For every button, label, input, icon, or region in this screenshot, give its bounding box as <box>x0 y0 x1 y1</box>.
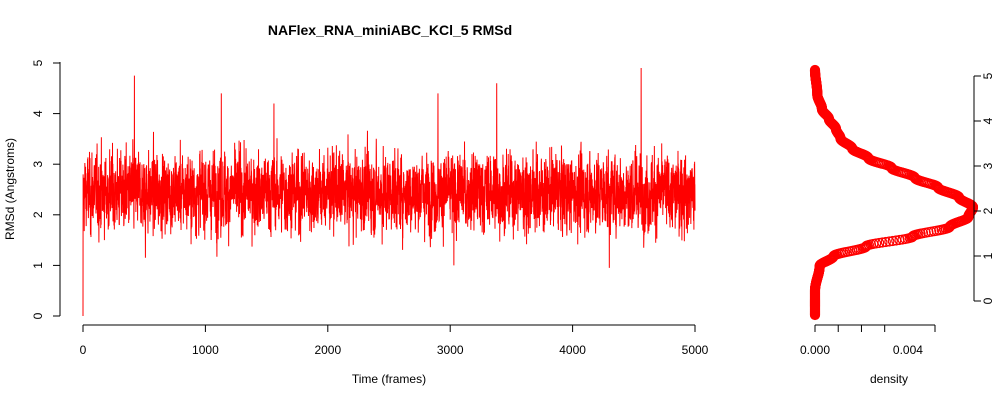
density-point <box>877 237 888 248</box>
y-axis-label: RMSd (Angstroms) <box>3 138 17 240</box>
y-tick-label: 1 <box>31 262 45 269</box>
x-axis-ticks: 0 1000 2000 3000 4000 5000 <box>80 325 709 357</box>
y-tick-label: 3 <box>31 161 45 168</box>
density-y-axis-ticks: 0 1 2 3 4 5 <box>974 72 995 304</box>
x-tick-label: 5000 <box>682 343 709 357</box>
density-point <box>884 236 895 247</box>
y-tick-label: 2 <box>31 211 45 218</box>
x-tick-label: 3000 <box>437 343 464 357</box>
y-tick-label: 4 <box>31 110 45 117</box>
x-tick-label: 4000 <box>559 343 586 357</box>
x-axis-label: Time (frames) <box>352 372 426 386</box>
density-y-tick-label: 4 <box>981 117 995 124</box>
density-y-tick-label: 2 <box>981 207 995 214</box>
x-tick-label: 2000 <box>314 343 341 357</box>
rmsd-series-line <box>82 68 696 317</box>
rmsd-line <box>82 68 696 317</box>
density-x-tick-label: 0.004 <box>893 343 923 357</box>
density-y-tick-label: 5 <box>981 72 995 79</box>
density-point <box>880 236 891 248</box>
x-tick-label: 0 <box>80 343 87 357</box>
density-point <box>809 64 821 76</box>
density-x-axis-label: density <box>870 372 908 386</box>
rmsd-density-panel: 0.000 0.004 0 1 2 3 4 5 density <box>800 64 995 386</box>
x-tick-label: 1000 <box>192 343 219 357</box>
density-x-axis-ticks: 0.000 0.004 <box>800 325 936 357</box>
density-point <box>887 235 898 247</box>
density-y-tick-label: 3 <box>981 162 995 169</box>
density-curve <box>809 64 979 321</box>
density-y-tick-label: 0 <box>981 297 995 304</box>
rmsd-time-series-panel: 0 1000 2000 3000 4000 5000 0 1 2 3 4 5 Time (frame… <box>3 59 709 386</box>
chart-title: NAFlex_RNA_miniABC_KCl_5 RMSd <box>268 22 512 38</box>
density-y-tick-label: 1 <box>981 252 995 259</box>
y-tick-label: 0 <box>31 312 45 319</box>
density-x-tick-label: 0.000 <box>800 343 830 357</box>
density-point <box>874 237 885 249</box>
y-axis-ticks: 0 1 2 3 4 5 <box>31 59 60 319</box>
y-tick-label: 5 <box>31 59 45 66</box>
